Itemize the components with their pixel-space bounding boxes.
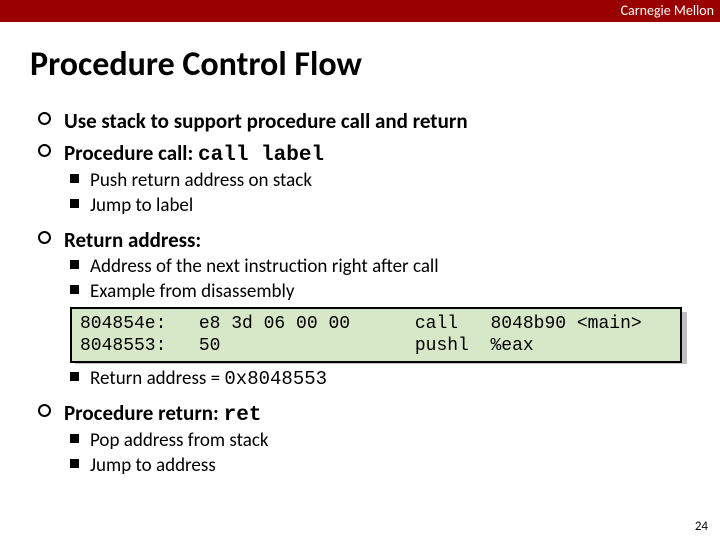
bullet-text: Address of the next instruction right af… <box>90 255 439 278</box>
bullet-l1-stack: Use stack to support procedure call and … <box>38 108 700 134</box>
bullet-text: Procedure call: <box>64 140 198 166</box>
code-inline: 0x8048553 <box>224 368 327 390</box>
topbar <box>0 0 720 22</box>
circle-bullet-icon <box>38 144 51 157</box>
bullet-text: Jump to address <box>90 454 216 477</box>
bullet-text: Return address: <box>64 227 201 253</box>
code-inline: call label <box>198 144 324 167</box>
bullet-l1-return-addr: Return address: <box>38 227 700 253</box>
bullet-l2-example: Example from disassembly <box>38 280 700 303</box>
slide: Carnegie Mellon Procedure Control Flow U… <box>0 0 720 540</box>
bullet-l2-push: Push return address on stack <box>38 169 700 192</box>
code-inline: ret <box>224 404 262 427</box>
square-bullet-icon <box>70 372 79 381</box>
square-bullet-icon <box>70 285 79 294</box>
bullet-text: Pop address from stack <box>90 429 269 452</box>
code-line-2: 8048553: 50 pushl %eax <box>80 336 534 356</box>
codebox: 804854e: e8 3d 06 00 00 call 8048b90 <ma… <box>70 307 682 363</box>
bullet-l2-pop: Pop address from stack <box>38 429 700 452</box>
circle-bullet-icon <box>38 404 51 417</box>
circle-bullet-icon <box>38 231 51 244</box>
bullet-l2-jump-addr: Jump to address <box>38 454 700 477</box>
square-bullet-icon <box>70 199 79 208</box>
bullet-l2-retaddr-val: Return address = 0x8048553 <box>38 367 700 390</box>
square-bullet-icon <box>70 260 79 269</box>
page-number: 24 <box>695 519 708 534</box>
content-area: Use stack to support procedure call and … <box>38 102 700 479</box>
bullet-text: Example from disassembly <box>90 280 294 303</box>
bullet-text: Use stack to support procedure call and … <box>64 108 468 134</box>
bullet-text: Jump to label <box>90 194 193 217</box>
bullet-text: Procedure return: <box>64 400 224 426</box>
square-bullet-icon <box>70 434 79 443</box>
code-block: 804854e: e8 3d 06 00 00 call 8048b90 <ma… <box>70 307 688 363</box>
code-line-1: 804854e: e8 3d 06 00 00 call 8048b90 <ma… <box>80 314 642 334</box>
bullet-text: Return address = <box>90 367 224 390</box>
bullet-l2-addr-next: Address of the next instruction right af… <box>38 255 700 278</box>
bullet-l1-call: Procedure call: call label <box>38 140 700 167</box>
slide-title: Procedure Control Flow <box>30 44 362 85</box>
square-bullet-icon <box>70 459 79 468</box>
bullet-text: Push return address on stack <box>90 169 312 192</box>
university-label: Carnegie Mellon <box>621 2 714 19</box>
square-bullet-icon <box>70 174 79 183</box>
circle-bullet-icon <box>38 112 51 125</box>
bullet-l1-proc-return: Procedure return: ret <box>38 400 700 427</box>
bullet-l2-jump: Jump to label <box>38 194 700 217</box>
